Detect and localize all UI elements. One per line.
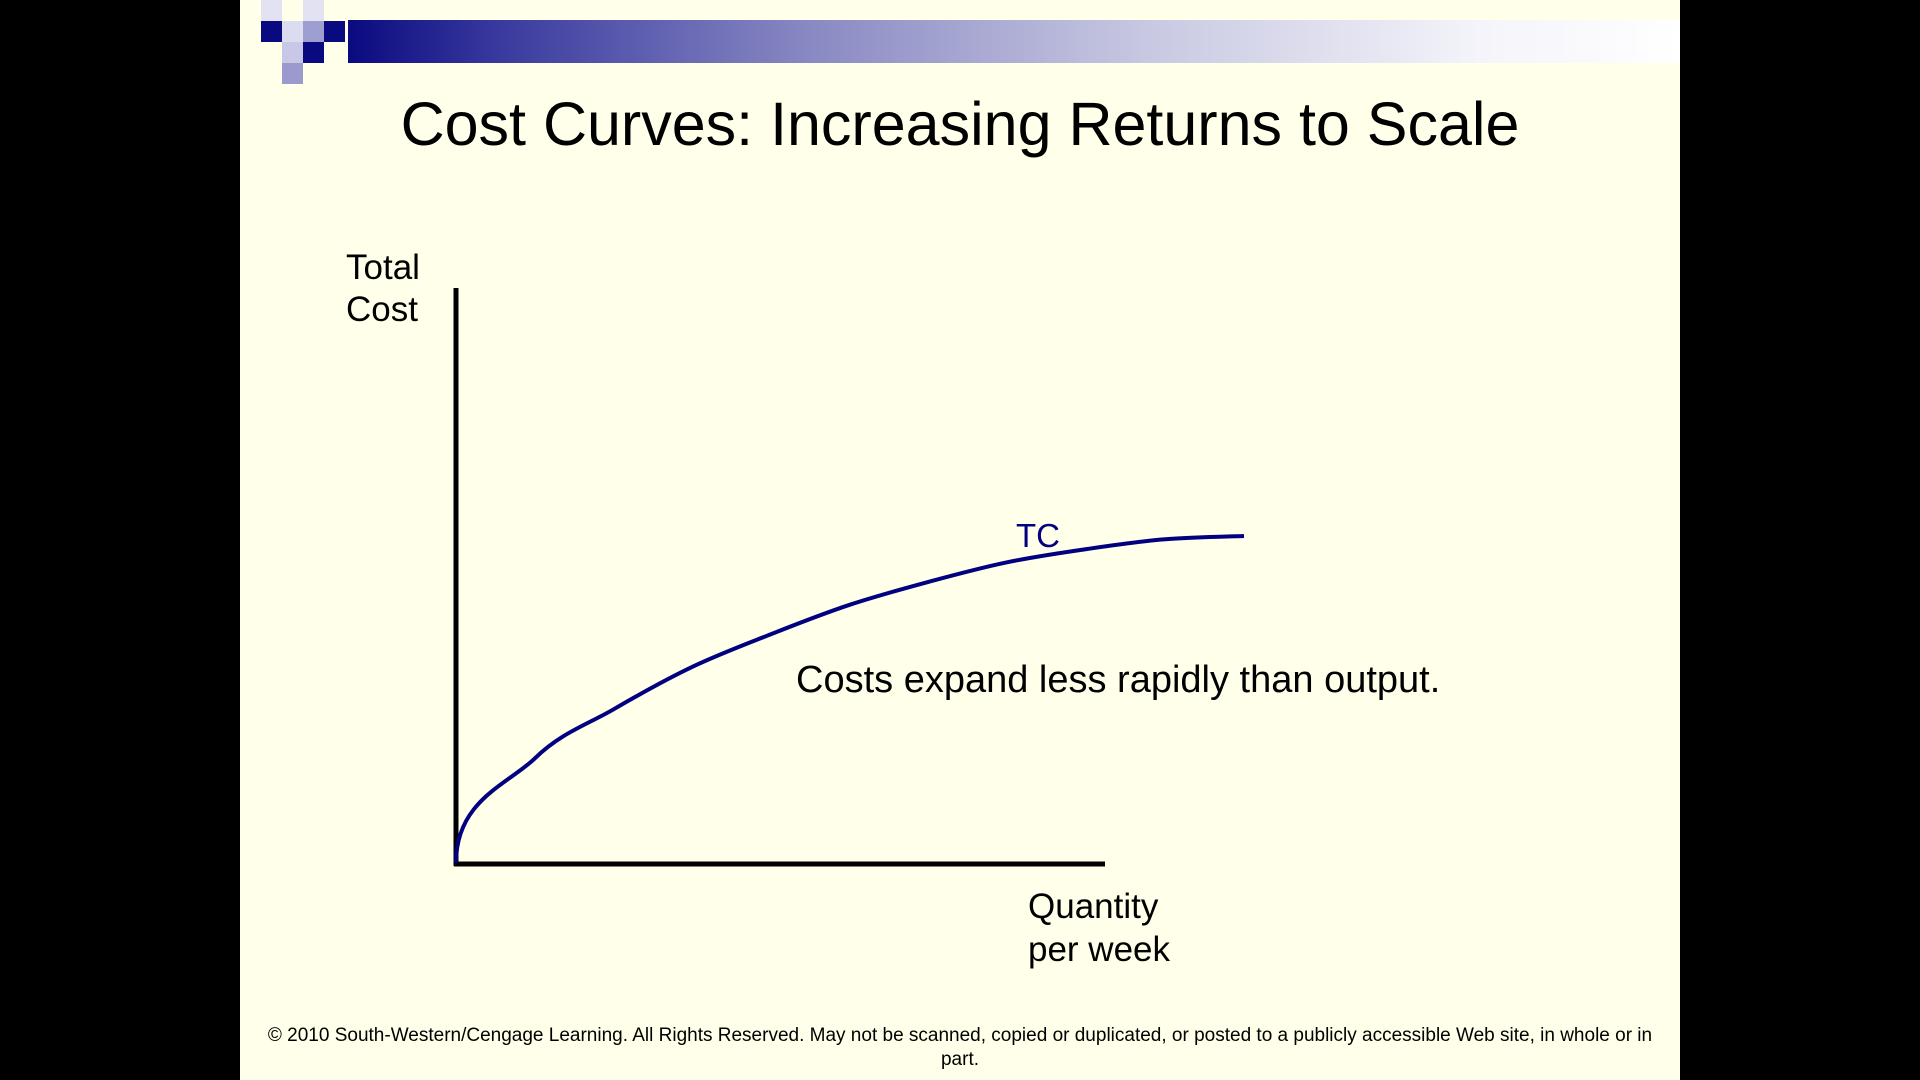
decor-square [282, 42, 303, 63]
chart-annotation: Costs expand less rapidly than output. [796, 659, 1440, 701]
y-axis-label: Total Cost [346, 248, 430, 329]
x-axis-label: Quantity per week [1028, 887, 1171, 969]
decor-square [324, 21, 345, 42]
decor-square [303, 42, 324, 63]
decor-square [261, 21, 282, 42]
decor-square [261, 0, 282, 21]
copyright-notice: © 2010 South-Western/Cengage Learning. A… [267, 1025, 1653, 1070]
decor-square [282, 63, 303, 84]
y-axis-label-line-1: Total [346, 248, 420, 287]
x-axis-label-line-2: per week [1028, 930, 1171, 969]
tc-chart: Total Cost TC Costs expand less rapidly … [346, 248, 1440, 969]
decor-square [303, 21, 324, 42]
slide-title: Cost Curves: Increasing Returns to Scale [400, 90, 1520, 158]
slide: Cost Curves: Increasing Returns to Scale… [240, 0, 1680, 1080]
y-axis-label-line-2: Cost [346, 290, 418, 329]
decor-square [303, 0, 324, 21]
decor-square [282, 21, 303, 42]
tc-series-label: TC [1016, 517, 1060, 554]
x-axis-label-line-1: Quantity [1028, 887, 1159, 926]
header-gradient-bar [348, 20, 1680, 63]
tc-curve-line [454, 534, 1245, 864]
